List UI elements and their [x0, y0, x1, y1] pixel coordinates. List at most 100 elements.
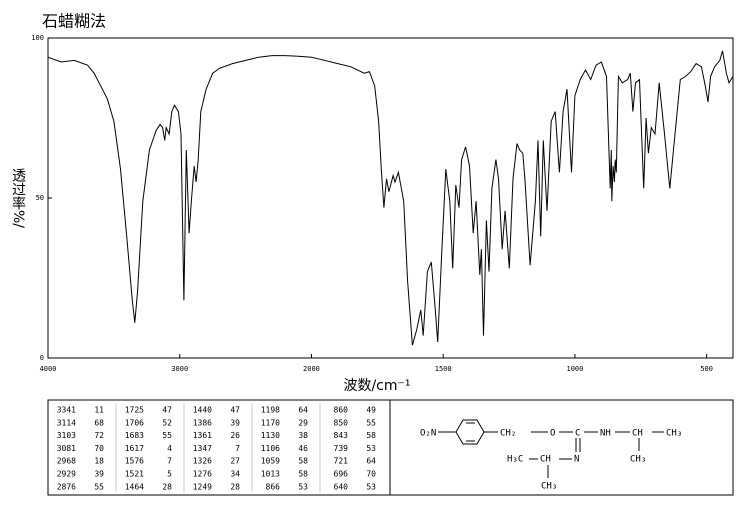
peak-wavenumber: 1106: [261, 444, 280, 453]
peak-transmittance: 39: [230, 418, 240, 427]
peak-wavenumber: 1130: [261, 431, 280, 440]
peak-wavenumber: 1361: [193, 431, 212, 440]
peak-wavenumber: 1683: [125, 431, 144, 440]
peak-transmittance: 70: [94, 444, 104, 453]
peak-transmittance: 53: [366, 444, 376, 453]
peak-wavenumber: 1725: [125, 406, 144, 415]
peak-wavenumber: 3081: [57, 444, 76, 453]
y-axis-label: 透过率%/: [10, 168, 26, 228]
peak-wavenumber: 1386: [193, 418, 212, 427]
peak-transmittance: 53: [298, 482, 308, 491]
peak-transmittance: 28: [230, 482, 240, 491]
y-tick-label: 50: [36, 194, 44, 202]
peak-wavenumber: 1326: [193, 457, 212, 466]
peak-transmittance: 72: [94, 431, 104, 440]
peak-transmittance: 28: [162, 482, 172, 491]
peak-wavenumber: 850: [334, 418, 349, 427]
x-tick-label: 1000: [566, 365, 583, 373]
peak-wavenumber: 860: [334, 406, 349, 415]
peak-transmittance: 11: [94, 406, 104, 415]
x-tick-label: 2000: [303, 365, 320, 373]
peak-wavenumber: 1170: [261, 418, 280, 427]
peak-wavenumber: 1440: [193, 406, 212, 415]
x-tick-label: 4000: [40, 365, 57, 373]
peak-wavenumber: 1521: [125, 470, 144, 479]
peak-transmittance: 5: [167, 470, 172, 479]
y-tick-label: 0: [40, 354, 44, 362]
peak-transmittance: 4: [167, 444, 172, 453]
peak-transmittance: 52: [162, 418, 172, 427]
peak-transmittance: 29: [298, 418, 308, 427]
y-tick-label: 100: [31, 34, 44, 42]
peak-transmittance: 55: [162, 431, 172, 440]
atom-label: CH₃: [630, 455, 646, 465]
atom-label: H₃C: [507, 455, 523, 465]
x-tick-label: 500: [700, 365, 713, 373]
x-axis-label: 波数/cm⁻¹: [343, 378, 410, 394]
atom-label: CH: [632, 429, 643, 439]
peak-transmittance: 58: [366, 431, 376, 440]
peak-transmittance: 46: [298, 444, 308, 453]
peak-transmittance: 38: [298, 431, 308, 440]
spectrum-line: [47, 50, 734, 346]
plot-frame: [47, 37, 734, 359]
peak-wavenumber: 1276: [193, 470, 212, 479]
peak-transmittance: 49: [366, 406, 376, 415]
atom-label: CH₃: [541, 482, 557, 492]
peak-wavenumber: 1059: [261, 457, 280, 466]
peak-wavenumber: 3114: [57, 418, 76, 427]
peak-transmittance: 58: [298, 457, 308, 466]
peak-transmittance: 70: [366, 470, 376, 479]
peak-transmittance: 26: [230, 431, 240, 440]
peak-transmittance: 53: [366, 482, 376, 491]
x-tick-label: 1500: [435, 365, 452, 373]
peak-transmittance: 34: [230, 470, 240, 479]
atom-label: CH₂: [500, 429, 516, 439]
peak-wavenumber: 1198: [261, 406, 280, 415]
peak-transmittance: 47: [162, 406, 172, 415]
peak-transmittance: 47: [230, 406, 240, 415]
atom-label: NH: [600, 429, 611, 439]
atom-label: C: [575, 429, 580, 439]
peak-transmittance: 7: [167, 457, 172, 466]
peak-transmittance: 39: [94, 470, 104, 479]
peak-wavenumber: 3341: [57, 406, 76, 415]
peak-transmittance: 7: [235, 444, 240, 453]
peak-wavenumber: 1464: [125, 482, 144, 491]
atom-label: O₂N: [420, 429, 436, 439]
peak-transmittance: 64: [366, 457, 376, 466]
x-tick-label: 3000: [171, 365, 188, 373]
atom-label: CH₃: [666, 429, 682, 439]
peak-wavenumber: 2929: [57, 470, 76, 479]
peak-wavenumber: 721: [334, 457, 349, 466]
peak-wavenumber: 866: [266, 482, 281, 491]
peak-transmittance: 18: [94, 457, 104, 466]
peak-transmittance: 27: [230, 457, 240, 466]
peak-wavenumber: 1576: [125, 457, 144, 466]
peak-wavenumber: 2876: [57, 482, 76, 491]
peak-wavenumber: 1617: [125, 444, 144, 453]
benzene-ring: [455, 419, 485, 445]
peak-wavenumber: 1347: [193, 444, 212, 453]
atom-label: O: [550, 429, 555, 439]
peak-wavenumber: 843: [334, 431, 349, 440]
chart-title: 石蜡糊法: [42, 12, 106, 31]
peak-transmittance: 68: [94, 418, 104, 427]
peak-wavenumber: 1249: [193, 482, 212, 491]
peak-transmittance: 64: [298, 406, 308, 415]
peak-transmittance: 55: [366, 418, 376, 427]
peak-transmittance: 58: [298, 470, 308, 479]
peak-wavenumber: 640: [334, 482, 349, 491]
atom-label: CH: [540, 455, 551, 465]
peak-wavenumber: 2968: [57, 457, 76, 466]
atom-label: N: [574, 455, 579, 465]
structure: O₂N CH₂ O C NH CH CH₃ CH₃ N CH H₃C CH₃: [420, 429, 682, 492]
peak-wavenumber: 1706: [125, 418, 144, 427]
structure-bonds: [438, 419, 664, 478]
peak-wavenumber: 739: [334, 444, 349, 453]
peak-wavenumber: 696: [334, 470, 349, 479]
peak-wavenumber: 1013: [261, 470, 280, 479]
peak-transmittance: 55: [94, 482, 104, 491]
peak-wavenumber: 3103: [57, 431, 76, 440]
